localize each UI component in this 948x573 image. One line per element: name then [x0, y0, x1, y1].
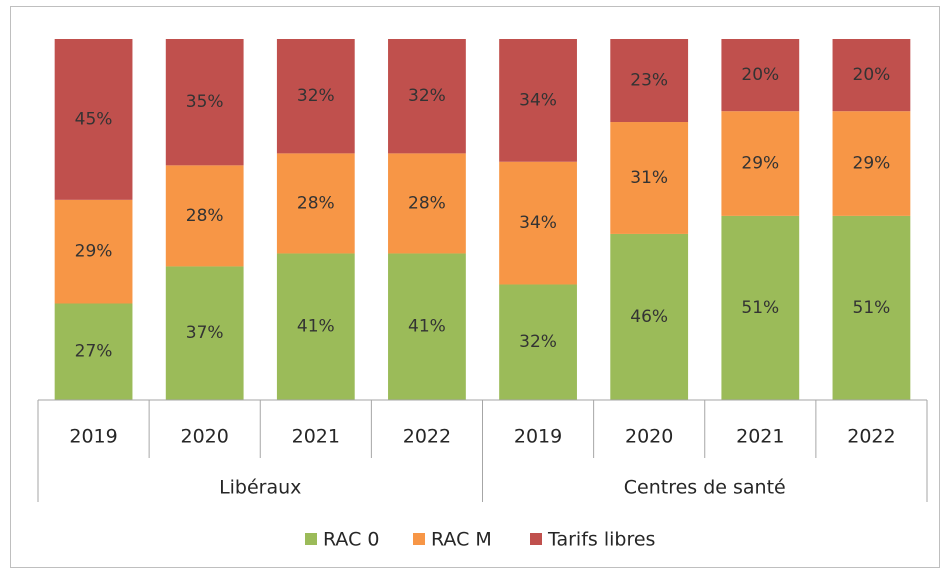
bar-segment: [610, 233, 689, 400]
bar-segment: [832, 215, 911, 400]
data-label: 37%: [186, 323, 224, 343]
data-label: 27%: [75, 342, 113, 362]
data-label: 28%: [408, 193, 446, 213]
bar-segment: [499, 161, 577, 285]
bar-segment: [276, 39, 355, 154]
data-label: 51%: [853, 298, 891, 318]
data-label: 20%: [741, 65, 779, 85]
data-label: 34%: [519, 213, 557, 233]
data-label: 32%: [297, 86, 335, 106]
legend-label: Tarifs libres: [547, 529, 655, 551]
legend-label: RAC 0: [323, 529, 380, 551]
data-label: 34%: [519, 90, 557, 110]
chart-border: [10, 6, 940, 568]
bar-segment: [165, 39, 244, 166]
bar-segment: [610, 122, 689, 234]
bar-segment: [832, 39, 911, 112]
data-label: 28%: [297, 193, 335, 213]
x-tick-label: 2019: [514, 426, 562, 448]
legend-swatch: [413, 533, 425, 545]
bar-segment: [165, 165, 244, 267]
group-label: Centres de santé: [624, 477, 786, 499]
bar-segment: [721, 215, 800, 400]
data-label: 32%: [408, 86, 446, 106]
bar-segment: [832, 111, 911, 216]
bar-segment: [276, 253, 355, 400]
legend-swatch: [530, 533, 542, 545]
data-label: 20%: [853, 65, 891, 85]
bar-segment: [721, 111, 800, 216]
bar-segment: [610, 39, 689, 123]
bar-segment: [499, 39, 577, 162]
data-label: 31%: [630, 168, 668, 188]
x-tick-label: 2022: [403, 426, 451, 448]
bar-segment: [388, 253, 466, 400]
data-label: 29%: [853, 154, 891, 174]
bar-segment: [721, 39, 800, 112]
x-tick-label: 2021: [736, 426, 784, 448]
group-label: Libéraux: [219, 477, 301, 499]
data-label: 41%: [408, 317, 446, 337]
bar-segment: [54, 39, 133, 200]
data-label: 32%: [519, 332, 557, 352]
x-tick-label: 2020: [625, 426, 673, 448]
data-label: 51%: [741, 298, 779, 318]
bar-segment: [388, 153, 466, 254]
bar-segment: [388, 39, 466, 154]
bar-segment: [54, 303, 133, 400]
data-label: 28%: [186, 206, 224, 226]
bar-segment: [165, 266, 244, 400]
legend-swatch: [305, 533, 317, 545]
x-tick-label: 2020: [181, 426, 229, 448]
data-label: 41%: [297, 317, 335, 337]
legend-label: RAC M: [431, 529, 492, 551]
data-label: 23%: [630, 71, 668, 91]
bar-segment: [499, 284, 577, 400]
data-label: 45%: [75, 109, 113, 129]
data-label: 46%: [630, 307, 668, 327]
bar-segment: [54, 199, 133, 304]
x-tick-label: 2022: [847, 426, 895, 448]
x-tick-label: 2019: [69, 426, 117, 448]
data-label: 35%: [186, 92, 224, 112]
bar-segment: [276, 153, 355, 254]
data-label: 29%: [75, 242, 113, 262]
data-label: 29%: [741, 154, 779, 174]
x-tick-label: 2021: [292, 426, 340, 448]
